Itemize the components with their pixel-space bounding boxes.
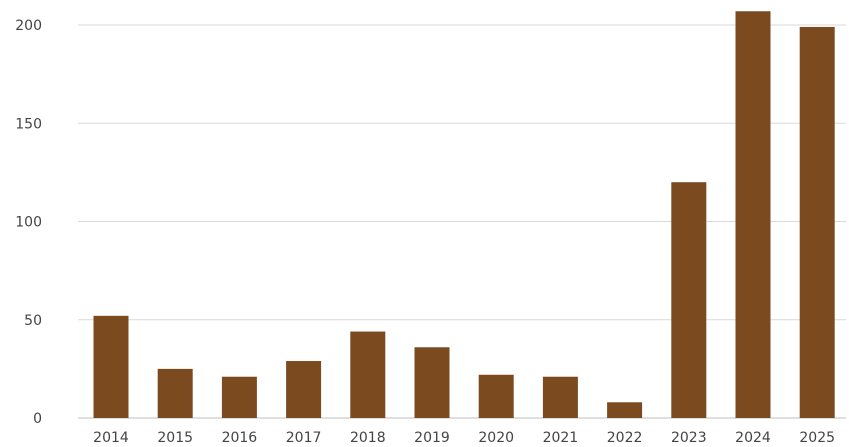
x-tick-label: 2019 bbox=[414, 430, 450, 446]
y-tick-label: 0 bbox=[33, 411, 42, 427]
x-tick-label: 2017 bbox=[286, 430, 322, 446]
bar-2021 bbox=[542, 376, 578, 418]
bar-2018 bbox=[350, 331, 386, 418]
bar-2017 bbox=[286, 361, 322, 418]
y-tick-label: 200 bbox=[15, 18, 42, 34]
x-tick-label: 2021 bbox=[543, 430, 579, 446]
x-tick-label: 2022 bbox=[607, 430, 643, 446]
grid-lines bbox=[78, 24, 846, 419]
x-tick-label: 2023 bbox=[671, 430, 707, 446]
bar-2016 bbox=[221, 376, 257, 418]
bars bbox=[93, 11, 835, 419]
bar-2014 bbox=[93, 315, 129, 418]
x-tick-label: 2020 bbox=[478, 430, 514, 446]
x-tick-label: 2018 bbox=[350, 430, 386, 446]
bar-2019 bbox=[414, 347, 450, 418]
x-tick-label: 2024 bbox=[735, 430, 771, 446]
y-tick-label: 150 bbox=[15, 116, 42, 132]
y-axis-ticks: 0 50 100 150 200 bbox=[15, 18, 42, 427]
bar-2024 bbox=[735, 11, 771, 419]
bar-2020 bbox=[478, 374, 514, 418]
x-axis-ticks: 2014 2015 2016 2017 2018 2019 2020 2021 2022 2023… bbox=[93, 430, 835, 446]
y-tick-label: 100 bbox=[15, 215, 42, 231]
x-tick-label: 2025 bbox=[799, 430, 835, 446]
bar-2025 bbox=[799, 26, 835, 419]
bar-2022 bbox=[607, 402, 643, 418]
bar-2015 bbox=[157, 368, 193, 418]
x-tick-label: 2014 bbox=[93, 430, 129, 446]
x-tick-label: 2016 bbox=[222, 430, 258, 446]
x-tick-label: 2015 bbox=[157, 430, 193, 446]
y-tick-label: 50 bbox=[24, 313, 42, 329]
bar-2023 bbox=[671, 182, 707, 418]
